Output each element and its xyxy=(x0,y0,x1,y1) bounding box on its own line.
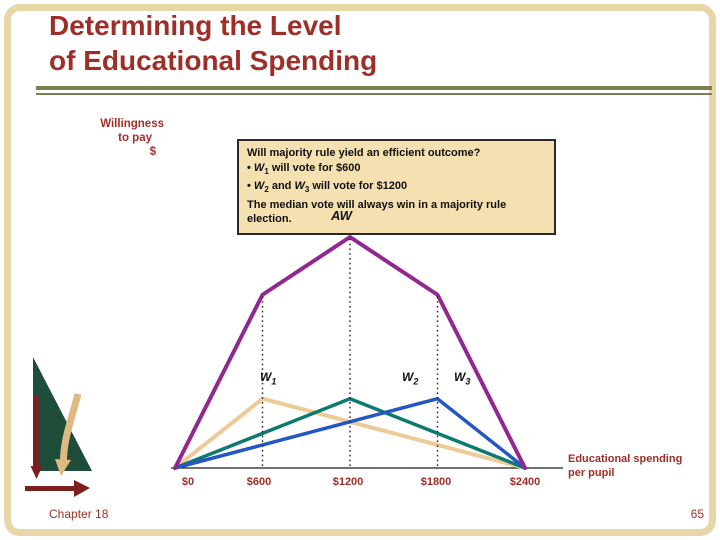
bullet-marker: • xyxy=(247,161,254,174)
callout-bullet-1: • W1 will vote for $600 xyxy=(247,161,546,180)
aw-curve-label: AW xyxy=(331,208,352,223)
x-axis-label-line-2: per pupil xyxy=(568,467,615,479)
bullet-text: will vote for $600 xyxy=(268,161,361,174)
footer-chapter-label: Chapter 18 xyxy=(49,507,109,521)
x-tick-0: $0 xyxy=(181,476,195,488)
callout-footer: The median vote will always win in a maj… xyxy=(247,198,507,226)
slide-title-line-2: of Educational Spending xyxy=(49,45,378,76)
curve-label-w1: W1 xyxy=(260,370,276,386)
x-axis-label: Educational spending per pupil xyxy=(568,452,682,480)
slide-title-line-1: Determining the Level xyxy=(49,10,342,41)
bullet-text: will vote for $1200 xyxy=(309,180,408,193)
callout-box: Will majority rule yield an efficient ou… xyxy=(237,139,556,235)
w1-variable: W xyxy=(253,161,265,174)
y-axis-label-line-2: to pay xyxy=(118,132,152,144)
callout-bullet-2: • W2 and W3 will vote for $1200 xyxy=(247,179,546,198)
w1-subscript: 1 xyxy=(264,166,269,176)
callout-title: Will majority rule yield an efficient ou… xyxy=(247,147,481,159)
y-axis-label: Willingness to pay $ xyxy=(58,117,164,159)
curve-label-w2: W2 xyxy=(402,370,418,386)
w-variable: W xyxy=(260,370,272,384)
x-tick-600: $600 xyxy=(246,476,272,488)
x-tick-2400: $2400 xyxy=(509,476,541,488)
slide-title: Determining the Level of Educational Spe… xyxy=(49,8,377,78)
w-subscript: 1 xyxy=(271,376,277,387)
w-subscript: 3 xyxy=(465,376,471,387)
x-tick-1800: $1800 xyxy=(420,476,452,488)
slide-number: 65 xyxy=(690,507,704,521)
y-axis-label-line-3: $ xyxy=(149,146,156,158)
bullet-text: and xyxy=(268,180,295,193)
bullet-marker: • xyxy=(247,180,254,193)
w-variable: W xyxy=(454,370,466,384)
w-subscript: 2 xyxy=(413,376,419,387)
title-separator-line-bottom xyxy=(36,93,712,95)
curve-label-w3: W3 xyxy=(454,370,470,386)
x-tick-1200: $1200 xyxy=(332,476,364,488)
title-separator-line-top xyxy=(36,86,712,90)
w2-subscript: 2 xyxy=(264,185,269,195)
slide-border-frame xyxy=(4,4,716,536)
w2-variable: W xyxy=(253,180,265,193)
w-variable: W xyxy=(402,370,414,384)
w3-subscript: 3 xyxy=(304,185,310,195)
x-axis-label-line-1: Educational spending xyxy=(568,453,683,465)
y-axis-label-line-1: Willingness xyxy=(100,118,164,130)
w3-variable: W xyxy=(294,180,305,193)
